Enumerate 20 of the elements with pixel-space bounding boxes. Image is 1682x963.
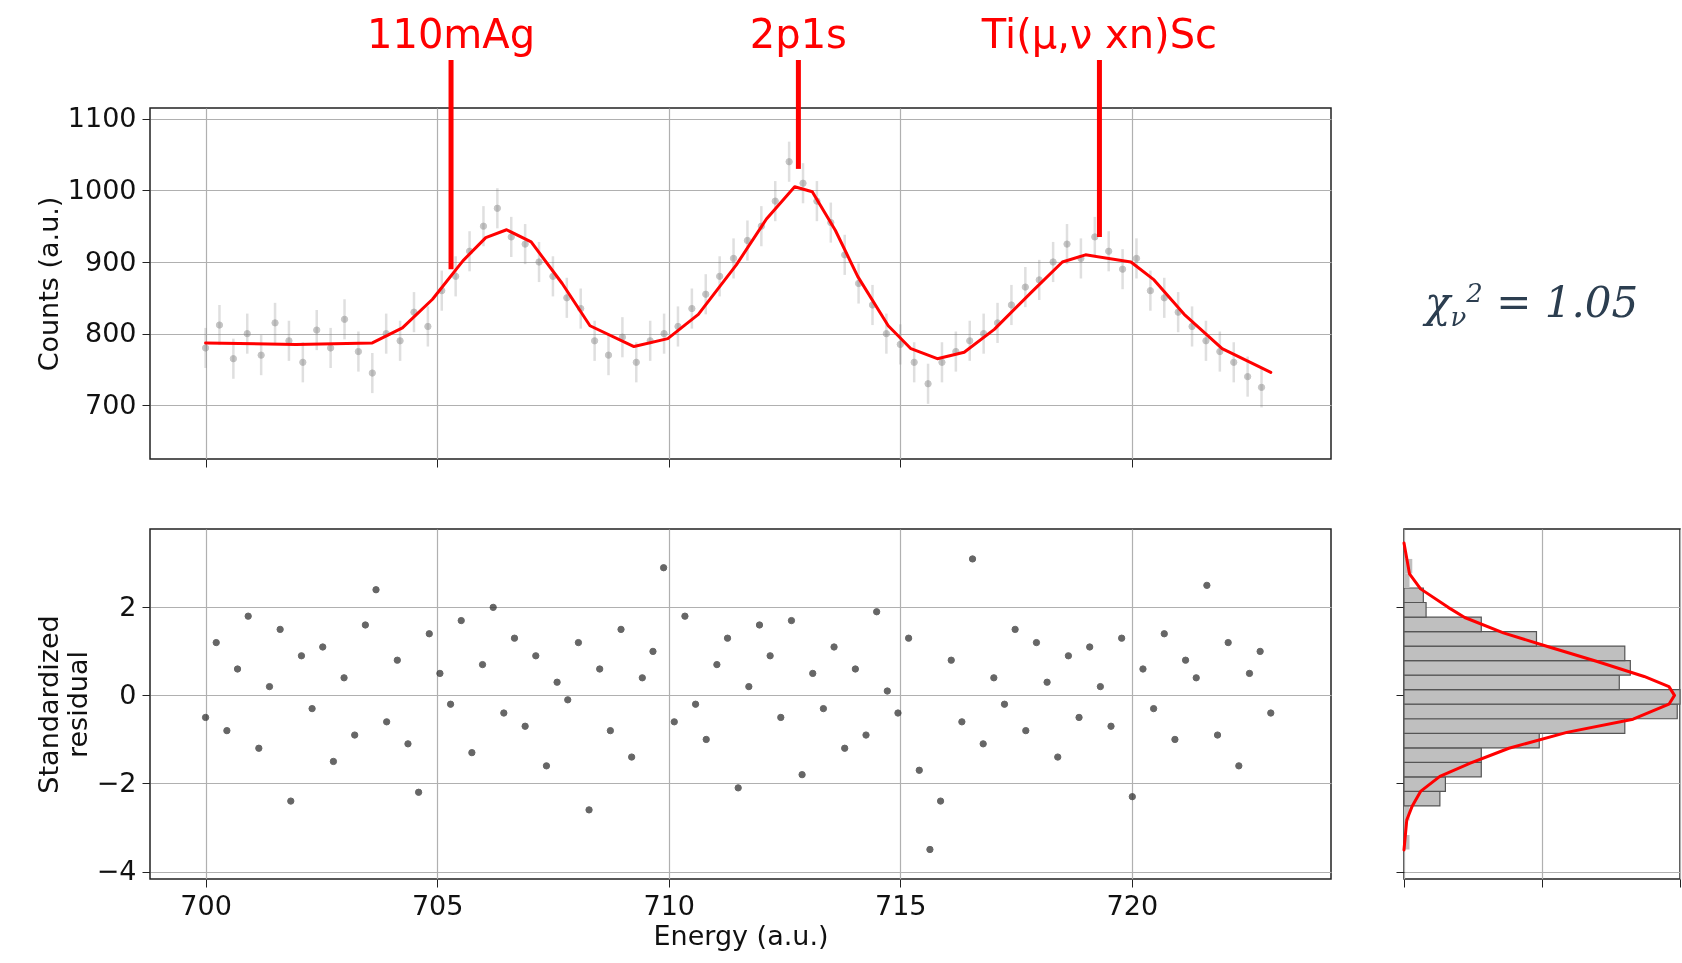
y-tick-label: 1000 bbox=[67, 173, 137, 205]
x-tick-label: 715 bbox=[875, 889, 927, 921]
x-axis-title: Energy (a.u.) bbox=[653, 919, 829, 951]
y-tick-label: 0 bbox=[119, 678, 137, 710]
annotation: Ti(μ,ν xn)Sc bbox=[980, 11, 1218, 57]
annotation: 110mAg bbox=[367, 11, 536, 57]
x-tick-label: 720 bbox=[1106, 889, 1159, 921]
y-tick-label: −4 bbox=[96, 855, 137, 887]
x-tick-label: 700 bbox=[180, 889, 232, 921]
annotation: 2p1s bbox=[749, 11, 847, 57]
x-tick-label: 705 bbox=[411, 889, 464, 921]
y-tick-label: 900 bbox=[84, 245, 137, 277]
x-tick-label: 710 bbox=[643, 889, 695, 921]
y-tick-label: 800 bbox=[84, 317, 137, 349]
y-axis-title: Standardized residual bbox=[32, 615, 93, 794]
y-tick-label: 1100 bbox=[67, 102, 137, 134]
y-axis-title: Counts (a.u.) bbox=[32, 196, 64, 372]
y-tick-label: 2 bbox=[119, 590, 137, 622]
y-tick-label: 700 bbox=[84, 388, 137, 420]
y-tick-label: −2 bbox=[96, 766, 137, 798]
